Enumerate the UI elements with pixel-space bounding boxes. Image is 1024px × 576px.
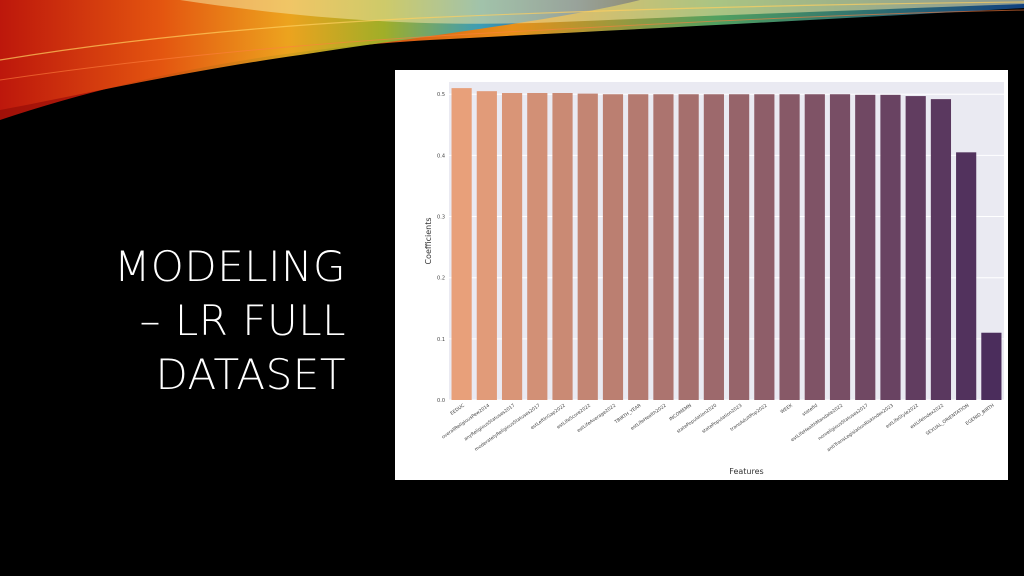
- y-tick-label: 0.5: [437, 92, 445, 98]
- x-tick-label: overallReligiousPew2014: [441, 403, 491, 441]
- bar-anyreligiousstatuses2017: [501, 93, 523, 400]
- bar-sexual_orientation: [956, 152, 977, 400]
- bar-estlifestyle2022: [905, 96, 926, 401]
- x-tick-label: WEEK: [779, 402, 794, 415]
- bar-estlifehealth2022: [653, 94, 674, 400]
- x-tick-label: EEDUC: [449, 403, 465, 417]
- slide-title: MODELING – LR FULL DATASET: [16, 240, 346, 402]
- bar-overallreligiouspew2014: [476, 91, 497, 400]
- bar-estlifescore2022: [577, 93, 598, 400]
- bar-statepopulation2023: [729, 94, 750, 400]
- y-tick-label: 0.3: [437, 215, 445, 221]
- bar-estlifehealthmandate2022: [829, 94, 851, 400]
- bar-transadultpop2022: [754, 94, 775, 400]
- bar-estlifeaverage2022: [602, 94, 624, 400]
- y-tick-label: 0.2: [437, 276, 445, 282]
- x-axis-label: Features: [729, 467, 763, 476]
- decorative-swoosh: [0, 0, 1024, 120]
- x-tick-label: statePopulation2023: [701, 403, 743, 435]
- bar-moderatelyreligiousstatuses2017: [527, 93, 548, 400]
- x-tick-label: nonreligiousStatuses2017: [817, 403, 869, 442]
- bar-antitranslegislationriskindex2023: [880, 94, 901, 400]
- y-axis-label: Coefficients: [424, 217, 433, 264]
- x-axis-ticks: EEDUCoverallReligiousPew2014anyReligious…: [441, 402, 996, 453]
- bar-estleftingap2022: [552, 93, 573, 400]
- y-tick-label: 0.4: [437, 153, 445, 159]
- bar-chart: 0.0 0.1 0.2 0.3 0.4 0.5 EEDUCoverallReligious…: [424, 82, 1004, 476]
- slide-title-line-2: – LR FULL: [139, 296, 346, 345]
- x-tick-label: SEXUAL_ORIENTATION: [925, 403, 970, 437]
- bar-nonreligiousstatuses2017: [855, 94, 876, 400]
- bar-statefid: [804, 94, 825, 400]
- y-axis-ticks: 0.0 0.1 0.2 0.3 0.4 0.5: [437, 92, 445, 404]
- x-tick-label: statePopulation2020: [676, 403, 718, 435]
- bar-series: [451, 88, 1002, 401]
- bar-tbirth_year: [628, 94, 649, 400]
- x-tick-label: INCOMEMN: [668, 403, 693, 423]
- y-tick-label: 0.1: [437, 337, 445, 343]
- x-tick-label: anyReligiousStatuses2017: [463, 403, 516, 443]
- chart-image: 0.0 0.1 0.2 0.3 0.4 0.5 EEDUC overallReligious…: [395, 70, 1008, 480]
- bar-week: [779, 94, 800, 400]
- slide-title-line-1: MODELING: [114, 242, 346, 291]
- slide-title-line-3: DATASET: [155, 350, 346, 399]
- bar-statepopulation2020: [703, 94, 724, 400]
- bar-eeduc: [451, 88, 472, 400]
- bar-incomemn: [678, 94, 699, 400]
- y-tick-label: 0.0: [437, 398, 445, 404]
- x-tick-label: statefid: [801, 403, 819, 418]
- bar-estlifeindex2022: [930, 99, 952, 400]
- bar-egenid_birth: [981, 332, 1002, 400]
